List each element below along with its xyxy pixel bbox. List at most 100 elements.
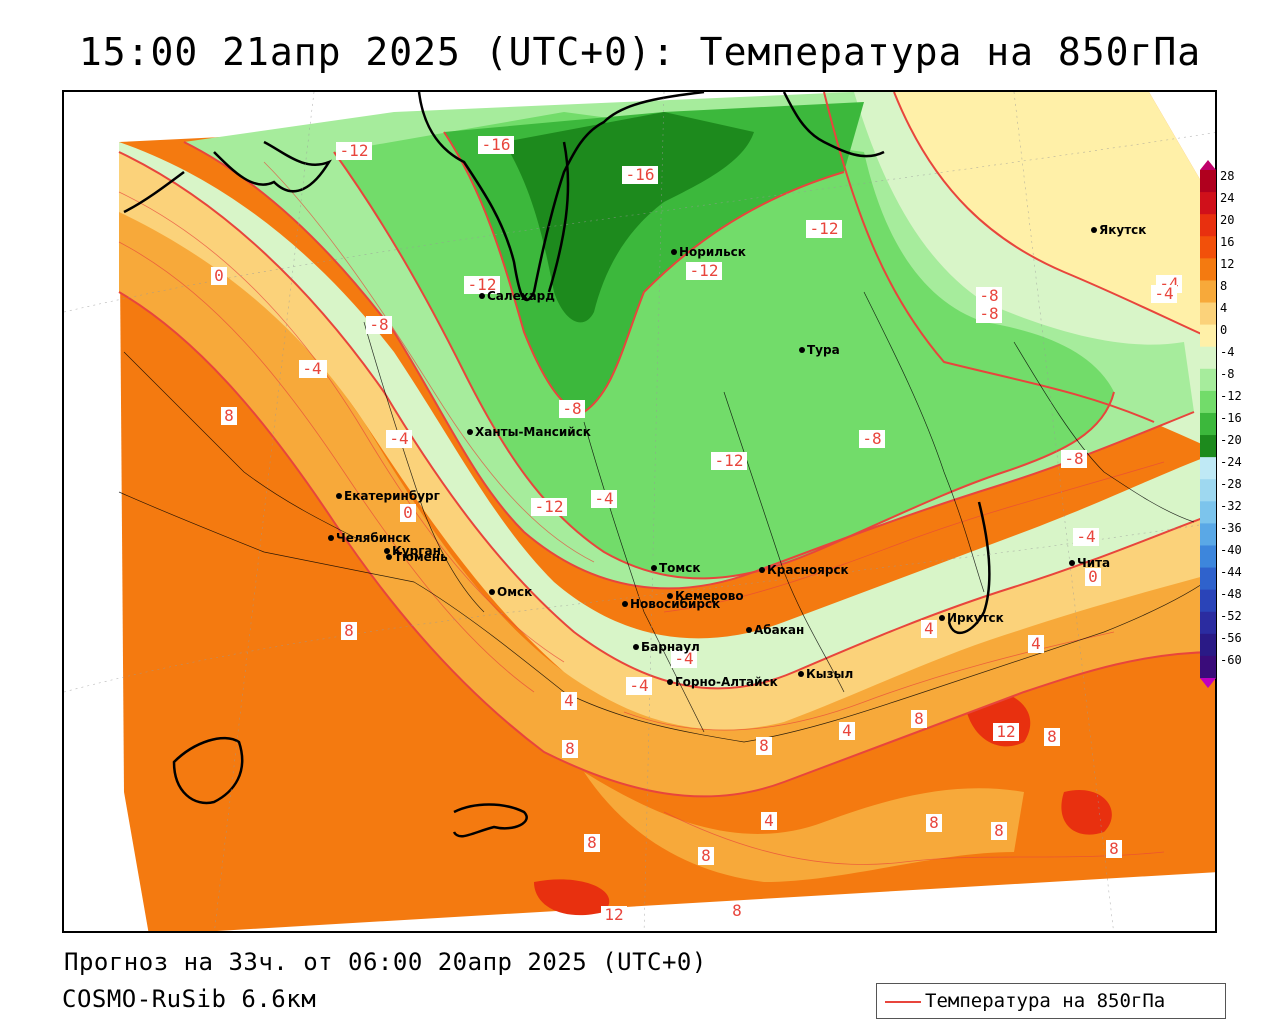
isoline-label-bg — [386, 430, 412, 448]
band-0-4-ne — [894, 92, 1215, 341]
isoline-value-label: -16 — [482, 135, 511, 154]
city-marker — [489, 589, 495, 595]
colorbar-bottom-arrow — [1200, 678, 1216, 688]
isoline-label-bg — [531, 498, 567, 516]
city-label: Красноярск — [767, 563, 849, 577]
city-label: Новосибирск — [630, 597, 720, 611]
isoline-value-label: 0 — [214, 266, 224, 285]
city-label: Салехард — [487, 289, 555, 303]
city-marker — [386, 554, 392, 560]
city-label: Абакан — [754, 623, 804, 637]
city-marker — [622, 601, 628, 607]
isoline-label-bg — [1073, 528, 1099, 546]
isoline-value-label: 8 — [1047, 727, 1057, 746]
isoline-value-label: 8 — [587, 833, 597, 852]
isoline-label-bg — [211, 267, 227, 285]
colorbar-tick-label: -32 — [1220, 499, 1242, 513]
city-marker — [336, 493, 342, 499]
isoline-label-bg — [991, 822, 1007, 840]
isoline-label-bg — [299, 360, 325, 378]
colorbar-tick-label: -40 — [1220, 543, 1242, 557]
isoline-value-label: 8 — [914, 709, 924, 728]
colorbar-tick-label: 0 — [1220, 323, 1228, 337]
isoline-label-bg — [400, 504, 416, 522]
colorbar-swatch — [1200, 457, 1216, 480]
colorbar-top-arrow — [1200, 160, 1216, 170]
isoline-value-label: 4 — [764, 811, 774, 830]
isoline-label-bg — [1028, 635, 1044, 653]
colorbar-swatch — [1200, 346, 1216, 370]
colorbar-swatch — [1200, 236, 1216, 259]
colorbar-tick-label: -28 — [1220, 477, 1242, 491]
isoline-value-label: 0 — [403, 503, 413, 522]
city-marker — [939, 615, 945, 621]
colorbar-swatch — [1200, 479, 1216, 502]
model-name: COSMO-RuSib 6.6км — [62, 985, 317, 1013]
isoline-label-bg — [562, 740, 578, 758]
city-label: Омск — [497, 585, 532, 599]
isoline-value-label: 12 — [996, 722, 1015, 741]
isoline-value-label: 4 — [842, 721, 852, 740]
isoline-value-label: -12 — [340, 141, 369, 160]
isoline-label-bg — [926, 814, 942, 832]
isoline-value-label: -8 — [562, 399, 581, 418]
colorbar-swatch — [1200, 545, 1216, 569]
admin-borders — [118, 291, 1215, 743]
city-label: Якутск — [1099, 223, 1146, 237]
colorbar-swatch — [1200, 523, 1216, 546]
colorbar-swatch — [1200, 435, 1216, 458]
city-label: Тура — [807, 343, 840, 357]
isoline-label-bg — [1151, 285, 1177, 303]
colorbar-tick-label: -16 — [1220, 411, 1242, 425]
city-label: Ханты-Мансийск — [475, 425, 591, 439]
isoline-label-bg — [671, 650, 697, 668]
city-label: Курган — [392, 544, 441, 558]
isoline-value-label: 4 — [1031, 634, 1041, 653]
isoline-label-bg — [626, 677, 652, 695]
city-label: Норильск — [679, 245, 746, 259]
city-label: Чита — [1077, 556, 1110, 570]
isoline-label-bg — [1061, 450, 1087, 468]
colorbar-swatch — [1200, 655, 1216, 679]
forecast-info: Прогноз на 33ч. от 06:00 20апр 2025 (UTC… — [64, 948, 707, 976]
isoline-value-label: -4 — [1154, 284, 1173, 303]
isoline-label-bg — [584, 834, 600, 852]
isoline-label-bg — [336, 142, 372, 160]
colorbar-tick-label: -24 — [1220, 455, 1242, 469]
colorbar-tick-label: -12 — [1220, 389, 1242, 403]
colorbar-swatch — [1200, 214, 1216, 237]
isoline-value-label: 8 — [759, 736, 769, 755]
city-marker — [667, 593, 673, 599]
isoline-value-label: 8 — [1109, 839, 1119, 858]
temperature-map: -12 -16 -16 -12 -12 -12 0 -8 -4 -8 -4 -4 8 -4 -12 -12 -8… — [64, 92, 1215, 931]
city-marker — [798, 671, 804, 677]
isoline-value-label: 8 — [929, 813, 939, 832]
colorbar-swatch — [1200, 501, 1216, 524]
isoline-value-label: -4 — [594, 489, 613, 508]
colorbar-tick-label: -56 — [1220, 631, 1242, 645]
isoline-label-bg — [806, 220, 842, 238]
colorbar-swatch — [1200, 192, 1216, 215]
hot-patch — [534, 879, 610, 916]
city-marker — [1091, 227, 1097, 233]
colorbar-swatch — [1200, 611, 1216, 635]
city-label: Кемерово — [675, 589, 744, 603]
colorbar-tick-label: -52 — [1220, 609, 1242, 623]
isoline-value-label: -12 — [468, 275, 497, 294]
isoline-value-label: 12 — [604, 905, 623, 924]
isoline-label-bg — [976, 287, 1002, 305]
colorbar-swatch — [1200, 302, 1216, 326]
colorbar-swatch — [1200, 324, 1216, 348]
city-marker — [467, 429, 473, 435]
colorbar-swatch — [1200, 633, 1216, 657]
isoline-value-label: -16 — [626, 165, 655, 184]
city-marker — [1069, 560, 1075, 566]
isoline-label-bg — [756, 737, 772, 755]
isoline-value-label: 8 — [224, 406, 234, 425]
colorbar-tick-label: 4 — [1220, 301, 1228, 315]
graticule — [64, 92, 1215, 931]
city-marker — [799, 347, 805, 353]
city-label: Екатеринбург — [344, 489, 440, 503]
isoline-label-bg — [976, 305, 1002, 323]
colorbar-tick-label: -48 — [1220, 587, 1242, 601]
